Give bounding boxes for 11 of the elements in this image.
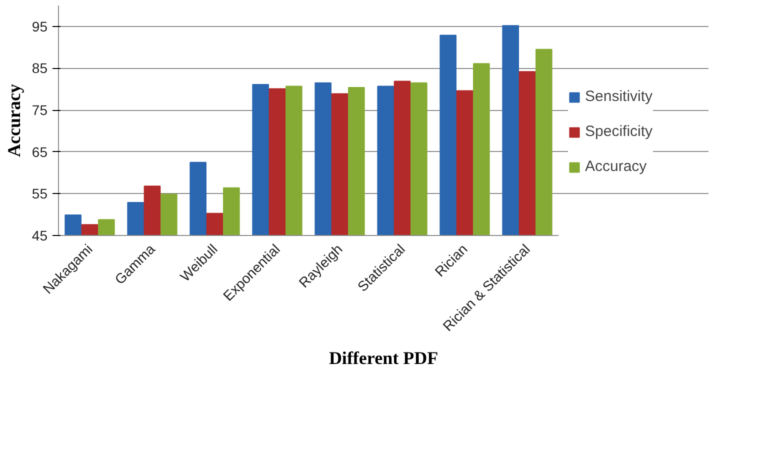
- y-tick-label: 95: [32, 18, 48, 34]
- legend-label: Specificity: [585, 123, 653, 140]
- y-axis-title: Accuracy: [4, 84, 24, 157]
- y-tick-label: 55: [32, 186, 48, 202]
- y-tick-label: 65: [32, 144, 48, 160]
- y-tick-label: 45: [32, 228, 48, 244]
- y-tick-label: 85: [32, 60, 48, 76]
- legend-label: Sensitivity: [585, 88, 653, 105]
- legend-label: Accuracy: [585, 158, 647, 175]
- x-axis-title: Different PDF: [328, 348, 438, 368]
- y-tick-label: 75: [32, 102, 48, 118]
